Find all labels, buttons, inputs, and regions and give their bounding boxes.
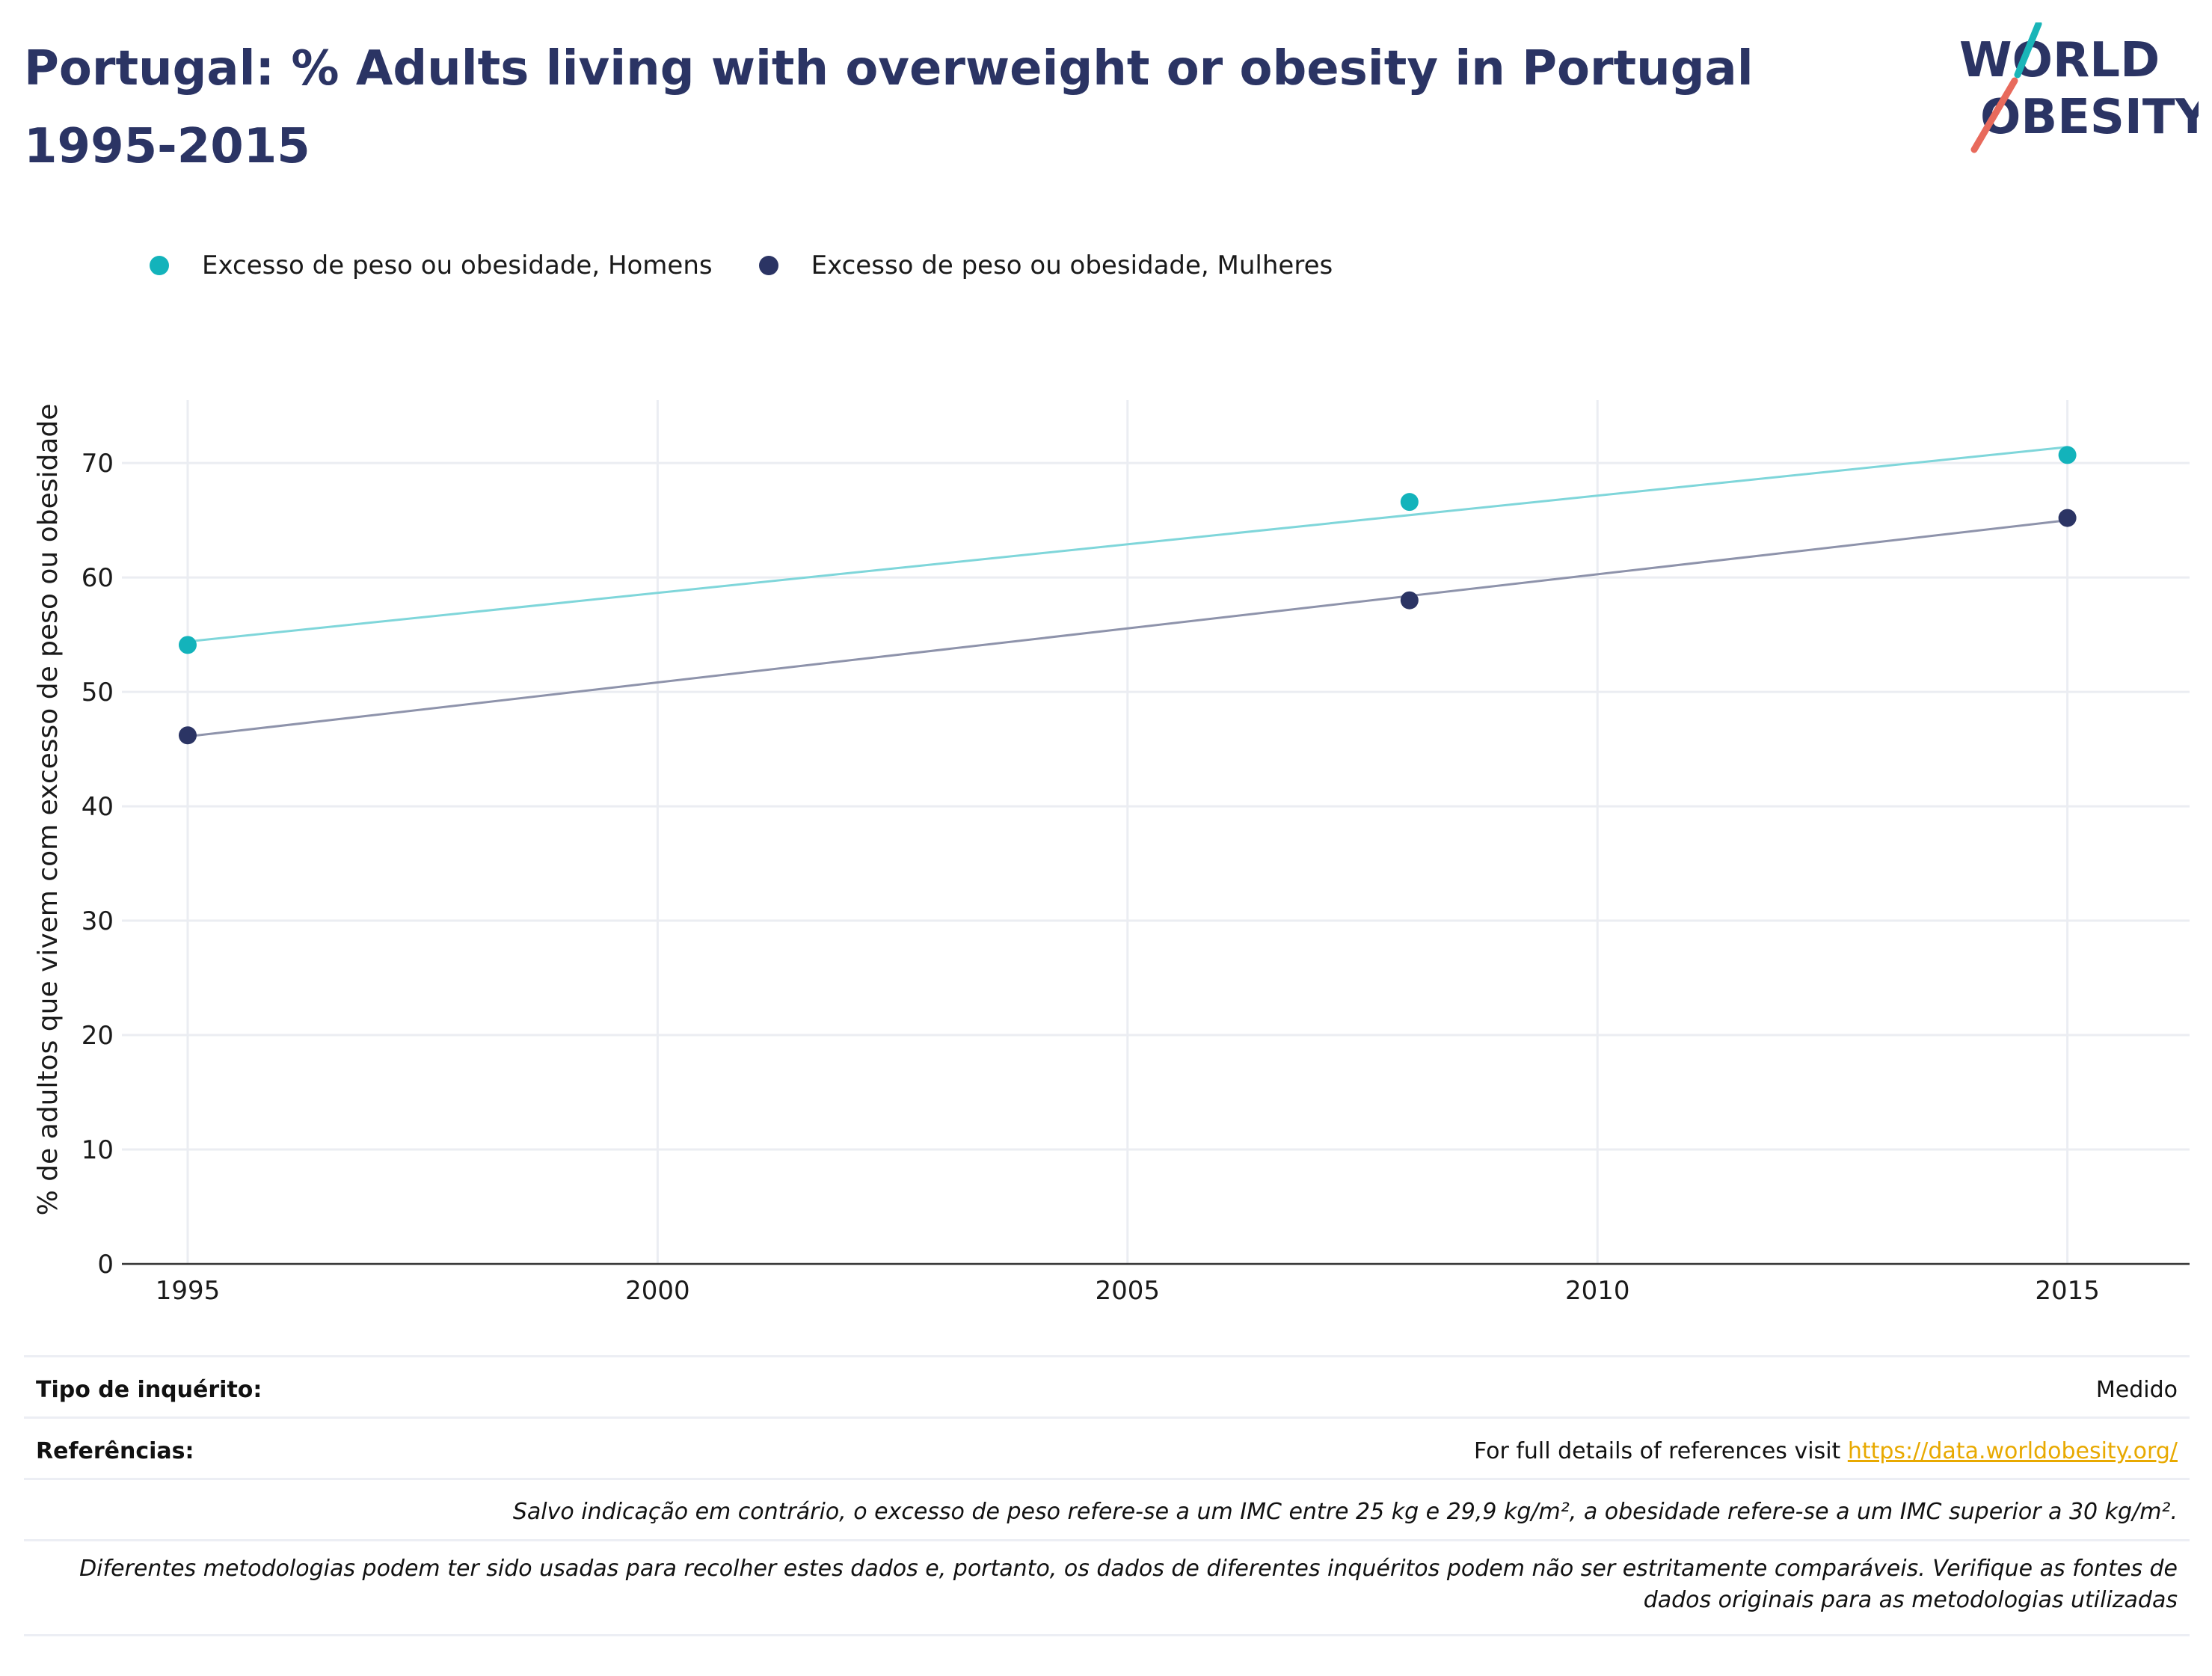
chart-legend: Excesso de peso ou obesidade, Homens Exc… [150,247,1379,284]
world-obesity-logo: WORLD OBESITY [1959,22,2199,153]
chart-footer: Tipo de inquérito: Medido Referências: F… [24,1355,2190,1639]
y-tick-label: 60 [82,563,114,593]
x-tick-label: 1995 [156,1276,221,1306]
logo-word-world: WORLD [1959,33,2160,88]
methodology-note-row: Diferentes metodologias podem ter sido u… [24,1539,2190,1636]
legend-marker-mulheres [758,256,778,275]
data-point-homens [2058,446,2077,464]
legend-item-mulheres[interactable]: Excesso de peso ou obesidade, Mulheres [758,251,1333,280]
bmi-note-row: Salvo indicação em contrário, o excesso … [24,1478,2190,1541]
bmi-note: Salvo indicação em contrário, o excesso … [512,1499,2178,1525]
trendline-mulheres [187,519,2068,738]
methodology-note: Diferentes metodologias podem ter sido u… [79,1556,2178,1613]
references-row: Referências: For full details of referen… [24,1416,2190,1480]
data-point-mulheres [178,726,197,745]
survey-type-label: Tipo de inquérito: [36,1377,262,1403]
scatter-chart: 0 10 20 30 40 50 60 70 1995 2000 2005 2010 2015 % de … [33,400,2190,1306]
y-tick-label: 0 [97,1250,114,1280]
survey-type-value: Medido [2095,1377,2178,1403]
data-point-homens [178,636,197,654]
legend-label-homens: Excesso de peso ou obesidade, Homens [202,251,713,280]
trendline-homens [187,446,2068,643]
legend-label-mulheres: Excesso de peso ou obesidade, Mulheres [811,251,1333,280]
references-label: Referências: [36,1438,194,1464]
data-point-mulheres [1400,591,1419,610]
survey-type-row: Tipo de inquérito: Medido [24,1355,2190,1419]
y-tick-label: 70 [82,449,114,479]
y-tick-label: 10 [82,1135,114,1165]
y-tick-label: 40 [82,792,114,822]
y-tick-label: 50 [82,678,114,707]
y-tick-label: 20 [82,1021,114,1051]
legend-item-homens[interactable]: Excesso de peso ou obesidade, Homens [150,251,713,280]
x-tick-label: 2015 [2035,1276,2100,1306]
logo-slash-teal [2014,22,2042,79]
legend-marker-homens [150,256,169,275]
references-text: For full details of references visit [1473,1438,1848,1464]
page-title: Portugal: % Adults living with overweigh… [24,41,1754,174]
data-point-mulheres [2058,509,2077,527]
x-tick-label: 2005 [1096,1276,1161,1306]
logo-word-obesity: OBESITY [1980,90,2199,145]
references-link[interactable]: https://data.worldobesity.org/ [1847,1438,2178,1464]
logo-slash-red [1970,77,2018,153]
y-tick-label: 30 [82,906,114,936]
x-tick-label: 2010 [1565,1276,1630,1306]
references-value: For full details of references visit htt… [1474,1438,2178,1464]
y-axis-title: % de adultos que vivem com excesso de pe… [33,404,64,1216]
data-point-homens [1400,493,1419,512]
x-tick-label: 2000 [625,1276,690,1306]
